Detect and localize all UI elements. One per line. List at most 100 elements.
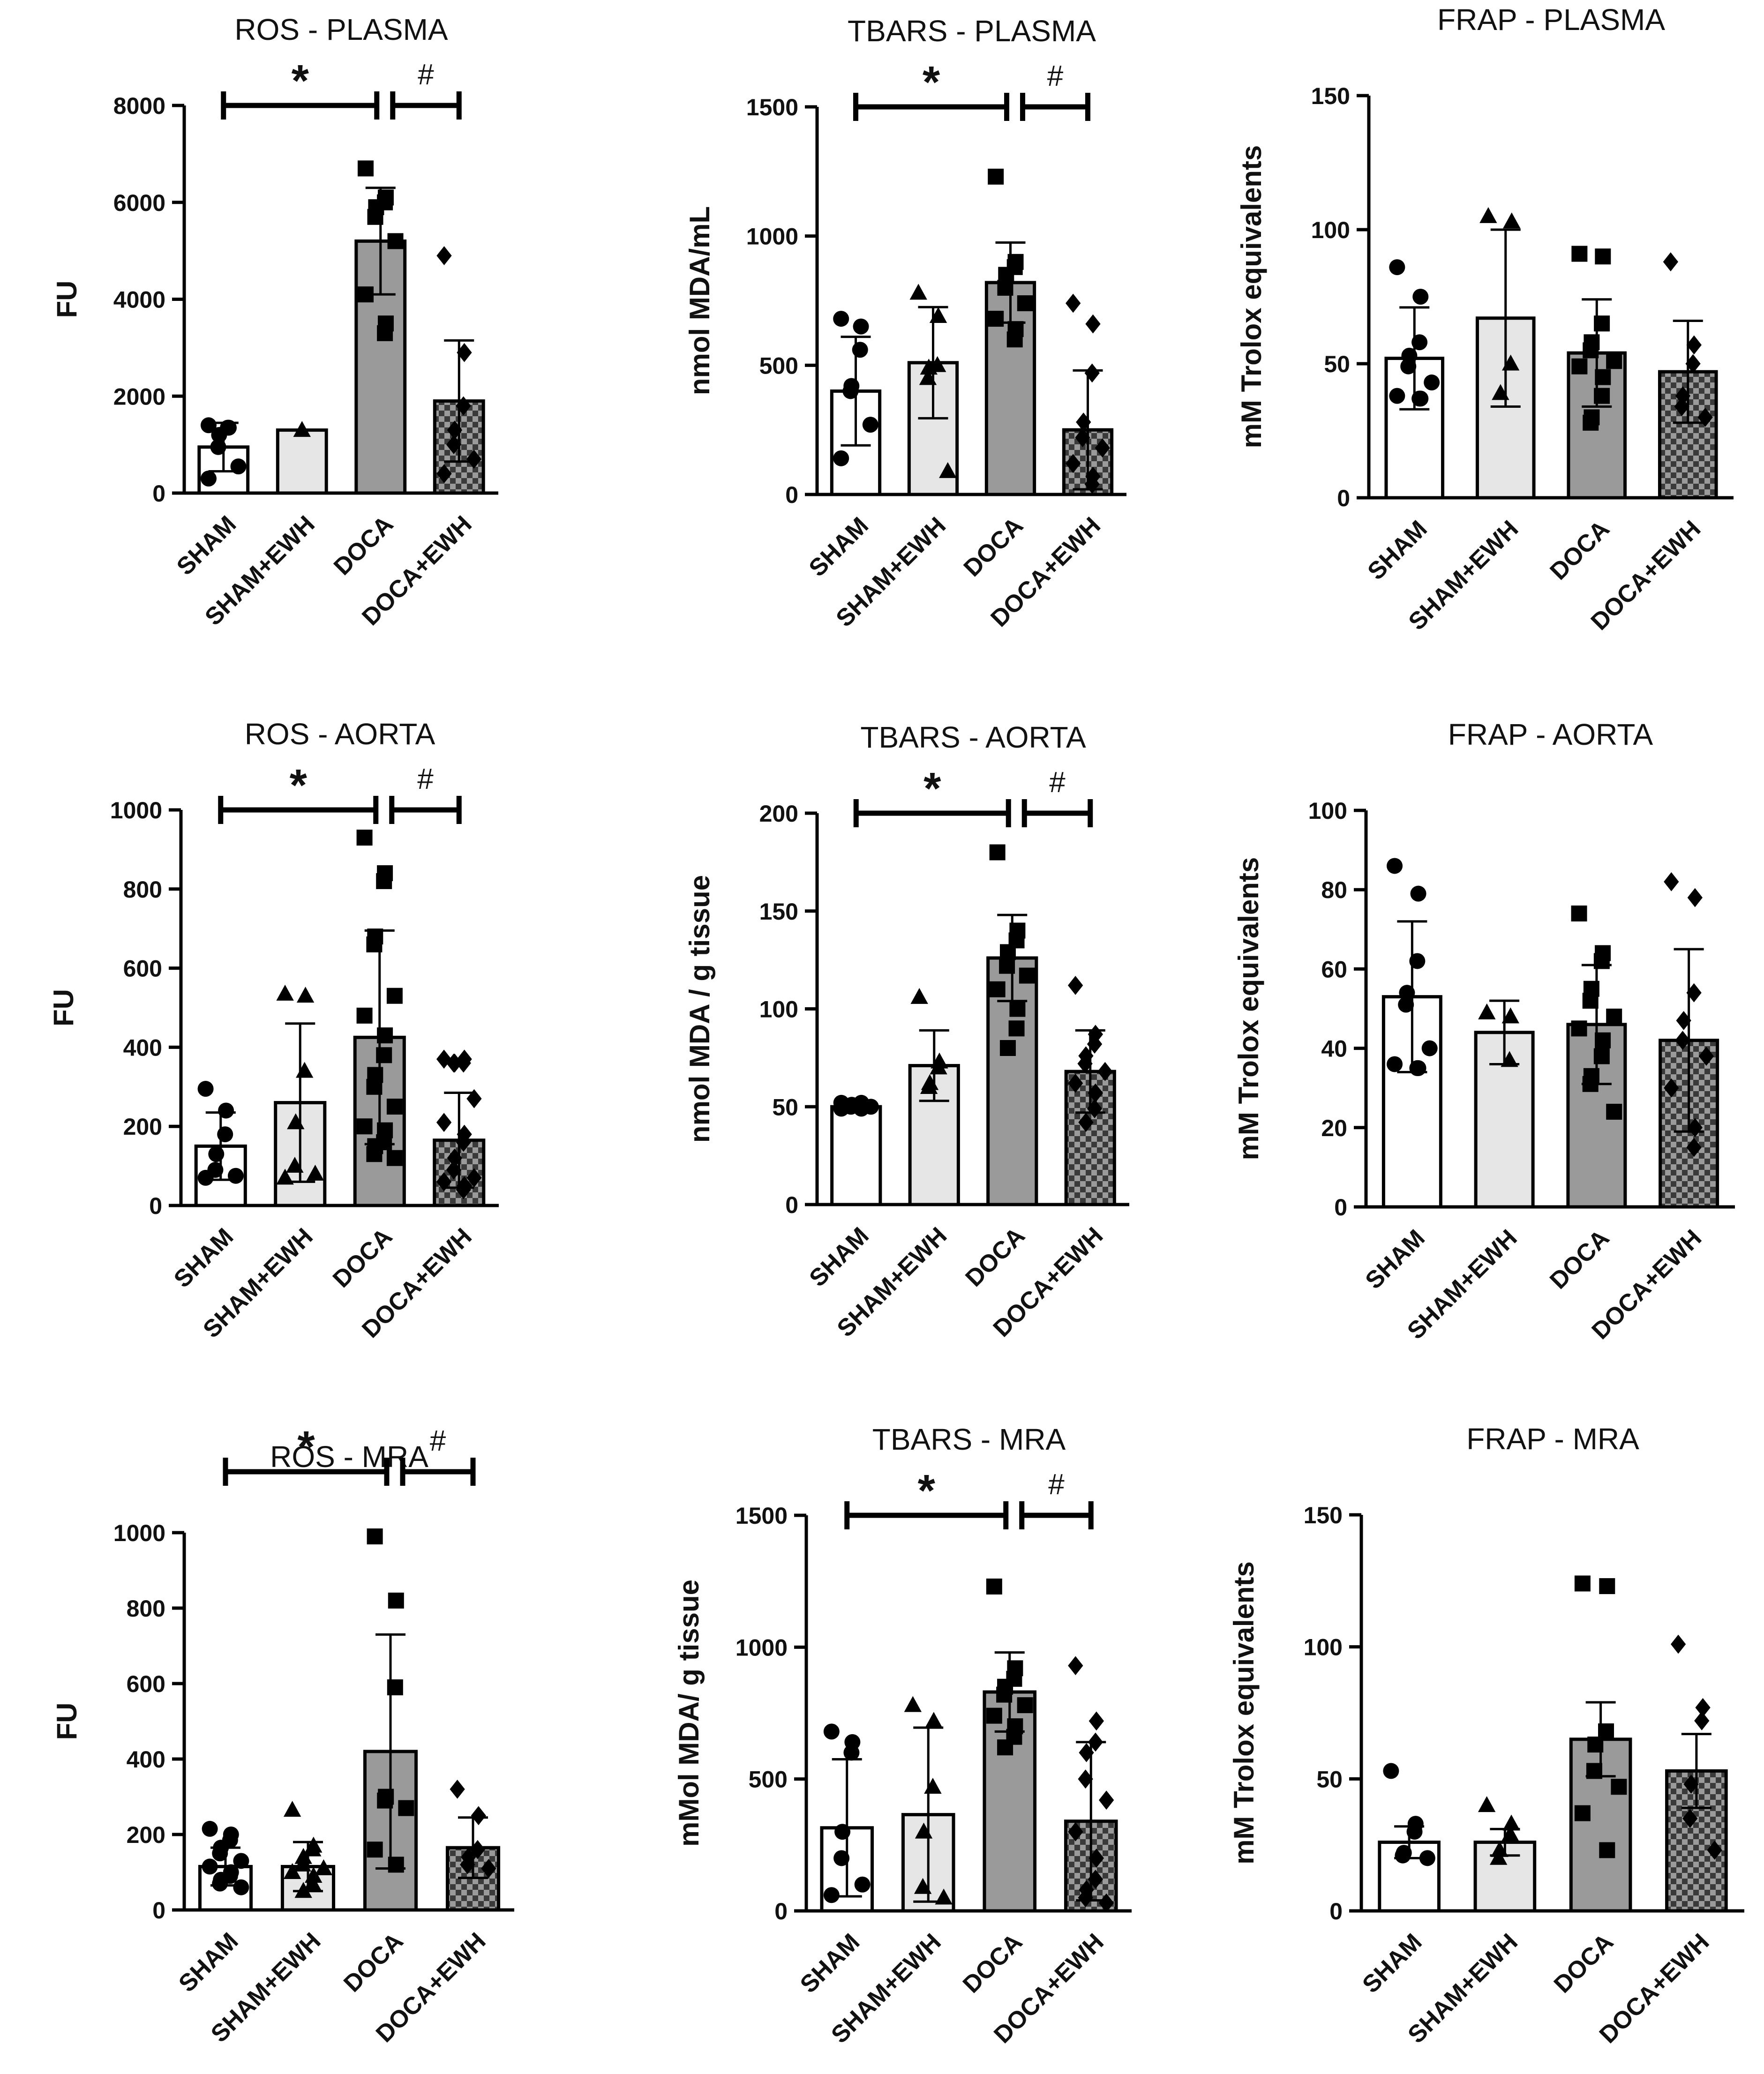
data-point bbox=[1099, 1790, 1114, 1810]
y-tick-label: 150 bbox=[1311, 83, 1350, 109]
y-tick-label: 0 bbox=[152, 1897, 165, 1924]
data-point bbox=[1675, 1031, 1690, 1050]
data-point bbox=[456, 396, 471, 416]
chart-title: TBARS - PLASMA bbox=[848, 14, 1096, 48]
data-point bbox=[1595, 369, 1611, 385]
data-point bbox=[356, 1007, 373, 1024]
data-point bbox=[1087, 1099, 1103, 1118]
data-point bbox=[1571, 1020, 1587, 1037]
data-point bbox=[1017, 1697, 1033, 1714]
data-point bbox=[1088, 1711, 1104, 1731]
data-point bbox=[481, 1859, 496, 1878]
y-tick-label: 0 bbox=[785, 1192, 798, 1218]
data-point bbox=[212, 1845, 228, 1862]
data-point bbox=[1675, 386, 1691, 406]
y-tick-label: 0 bbox=[152, 480, 165, 507]
data-point bbox=[853, 318, 869, 335]
data-point bbox=[1419, 1850, 1435, 1866]
data-point bbox=[1503, 212, 1521, 229]
data-point bbox=[1478, 1003, 1496, 1019]
data-point bbox=[842, 383, 859, 399]
x-category-label: DOCA bbox=[329, 510, 398, 580]
data-point bbox=[1099, 1893, 1114, 1913]
y-tick-label: 500 bbox=[749, 1767, 788, 1793]
y-tick-label: 4000 bbox=[113, 287, 165, 313]
data-point bbox=[988, 168, 1004, 185]
y-tick-label: 100 bbox=[1311, 217, 1350, 243]
y-tick-label: 6000 bbox=[113, 190, 165, 216]
data-point bbox=[305, 1867, 323, 1883]
x-category-label: SHAM bbox=[1362, 515, 1432, 585]
y-tick-label: 200 bbox=[759, 801, 798, 827]
significance-star: * bbox=[297, 1422, 315, 1472]
data-point bbox=[296, 1062, 314, 1078]
x-category-label: SHAM bbox=[1357, 1928, 1427, 1998]
data-point bbox=[436, 1049, 452, 1069]
data-point bbox=[833, 1850, 850, 1866]
y-tick-label: 200 bbox=[123, 1114, 162, 1140]
x-category-label: DOCA bbox=[1549, 1928, 1619, 1998]
data-point bbox=[212, 1875, 228, 1892]
data-point bbox=[852, 342, 868, 358]
data-point bbox=[387, 233, 404, 249]
x-category-label: SHAM bbox=[172, 510, 241, 580]
data-point bbox=[1008, 1020, 1025, 1037]
data-point bbox=[1084, 474, 1100, 494]
data-point bbox=[1686, 335, 1702, 355]
x-category-label: SHAM bbox=[804, 512, 874, 582]
data-point bbox=[1489, 1849, 1508, 1865]
data-point bbox=[294, 1848, 312, 1864]
y-tick-label: 50 bbox=[1316, 1766, 1343, 1792]
y-tick-label: 0 bbox=[149, 1193, 162, 1219]
data-point bbox=[1088, 1849, 1104, 1868]
data-point bbox=[823, 1887, 840, 1903]
data-point bbox=[1412, 289, 1429, 305]
data-point bbox=[1599, 1842, 1615, 1858]
data-point bbox=[924, 1777, 942, 1794]
data-point bbox=[1383, 1763, 1399, 1779]
data-point bbox=[367, 209, 383, 225]
data-point bbox=[466, 1168, 482, 1188]
data-point bbox=[1066, 293, 1081, 313]
data-point bbox=[1491, 1841, 1509, 1857]
data-point bbox=[447, 420, 463, 440]
bar-sham-ewh bbox=[276, 428, 328, 495]
y-tick-label: 150 bbox=[1304, 1502, 1343, 1528]
data-point bbox=[1582, 993, 1599, 1009]
data-point bbox=[202, 1820, 218, 1837]
data-point bbox=[1097, 1062, 1113, 1081]
data-point bbox=[208, 1146, 225, 1162]
data-point bbox=[1676, 1011, 1691, 1030]
significance-star: * bbox=[290, 760, 308, 810]
chart-title: ROS - AORTA bbox=[245, 717, 435, 751]
chart-title: FRAP - PLASMA bbox=[1437, 3, 1665, 37]
data-point bbox=[843, 1745, 860, 1761]
data-point bbox=[1674, 397, 1689, 416]
data-point bbox=[1682, 1809, 1698, 1828]
data-point bbox=[1411, 334, 1428, 351]
data-point bbox=[1599, 1578, 1615, 1595]
data-point bbox=[925, 1712, 943, 1728]
data-point bbox=[1421, 1040, 1438, 1056]
y-tick-label: 600 bbox=[123, 956, 162, 982]
data-point bbox=[202, 1858, 218, 1875]
y-tick-label: 80 bbox=[1321, 877, 1347, 903]
significance-hash: # bbox=[430, 1425, 446, 1457]
data-point bbox=[997, 1739, 1013, 1756]
data-point bbox=[304, 1874, 322, 1891]
x-category-label: DOCA bbox=[328, 1223, 398, 1293]
data-point bbox=[1399, 985, 1415, 1001]
data-point bbox=[996, 1686, 1013, 1703]
y-tick-label: 0 bbox=[1329, 1898, 1343, 1924]
data-point bbox=[357, 160, 374, 177]
data-point bbox=[1078, 1888, 1093, 1908]
data-point bbox=[230, 458, 247, 475]
data-point bbox=[1687, 888, 1703, 907]
data-point bbox=[446, 1053, 462, 1073]
data-point bbox=[1686, 1138, 1702, 1157]
data-point bbox=[210, 439, 226, 455]
data-point bbox=[197, 1081, 214, 1097]
y-tick-label: 0 bbox=[785, 482, 798, 508]
data-point bbox=[227, 1168, 244, 1184]
data-point bbox=[935, 1888, 953, 1905]
